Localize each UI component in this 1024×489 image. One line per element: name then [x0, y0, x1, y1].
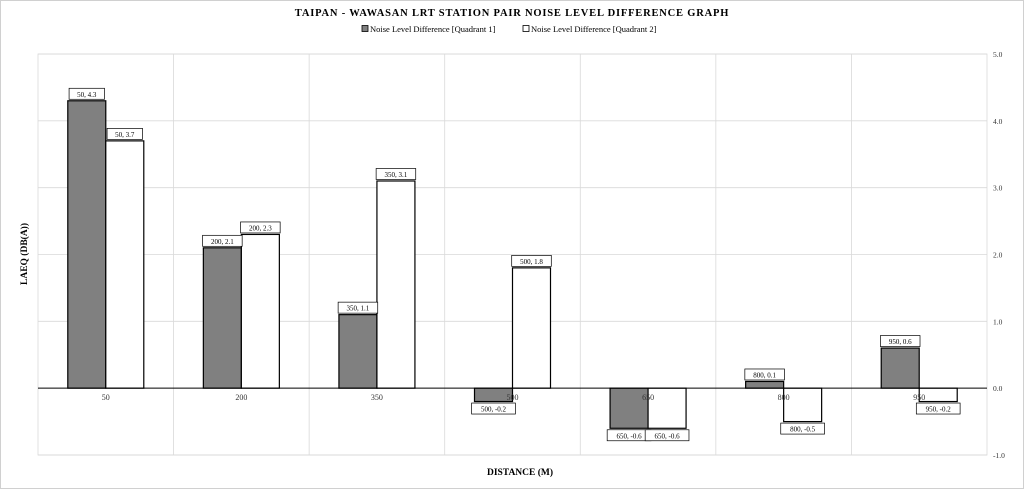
data-label: 500, -0.2 [481, 406, 507, 414]
data-label: 200, 2.1 [211, 238, 234, 246]
y-tick-label: 5.0 [993, 50, 1003, 59]
legend-label-quadrant-2: Noise Level Difference [Quadrant 2] [531, 24, 657, 34]
data-label-box [68, 87, 105, 100]
bar-quadrant-1 [338, 314, 378, 389]
x-tick-label: 200 [235, 393, 247, 402]
data-label-box [915, 402, 961, 415]
data-label: 350, 1.1 [347, 305, 370, 313]
bar-quadrant-1 [202, 247, 242, 389]
data-label-box [880, 335, 921, 347]
y-tick-label: -1.0 [993, 451, 1005, 460]
data-label-box [337, 301, 379, 314]
data-label: 350, 3.1 [385, 171, 408, 179]
legend-label-quadrant-1: Noise Level Difference [Quadrant 1] [370, 24, 496, 34]
data-label-box [106, 128, 143, 140]
data-label-box [744, 368, 785, 381]
y-axis-label: LAEQ (DB(A)) [19, 223, 30, 285]
bar-quadrant-2 [240, 233, 280, 389]
x-tick-label: 950 [913, 393, 925, 402]
data-label-box [240, 221, 281, 234]
x-tick-label: 50 [102, 393, 110, 402]
data-label: 200, 2.3 [249, 224, 272, 232]
data-label-box [471, 402, 516, 415]
y-tick-label: 0.0 [993, 384, 1003, 393]
data-label: 800, -0.5 [790, 426, 816, 434]
data-label: 50, 4.3 [77, 91, 97, 99]
data-label: 950, -0.2 [926, 406, 952, 414]
legend: Noise Level Difference [Quadrant 1] Nois… [361, 24, 657, 34]
chart-title: TAIPAN - WAWASAN LRT STATION PAIR NOISE … [295, 8, 729, 19]
x-axis-label: DISTANCE (M) [487, 467, 553, 478]
y-tick-label: 1.0 [993, 317, 1003, 326]
legend-swatch-quadrant-2 [522, 25, 530, 32]
legend-swatch-quadrant-1 [361, 25, 369, 32]
data-label: 650, -0.6 [617, 432, 643, 440]
x-tick-label: 800 [778, 393, 790, 402]
data-label: 650, -0.6 [655, 432, 681, 440]
bar-quadrant-2 [105, 140, 145, 389]
data-label: 50, 3.7 [115, 131, 135, 139]
bar-quadrant-1 [880, 347, 920, 389]
bar-quadrant-1 [67, 100, 107, 389]
data-label: 800, 0.1 [753, 371, 776, 379]
bar-quadrant-1 [745, 380, 785, 389]
bar-quadrant-2 [376, 180, 416, 389]
x-tick-label: 350 [371, 393, 383, 402]
y-tick-label: 4.0 [993, 117, 1003, 126]
plot-area: -1.0 0.0 1.0 2.0 3.0 4.0 5.0 50 200 350 500 650 800 9… [37, 50, 1005, 460]
bar-quadrant-2 [783, 387, 823, 423]
bar-quadrant-2 [511, 267, 552, 389]
x-tick-label: 500 [507, 393, 519, 402]
y-tick-label: 2.0 [993, 251, 1003, 260]
data-label-box [375, 168, 417, 180]
y-tick-label: 3.0 [993, 184, 1003, 193]
data-label-box [780, 422, 825, 435]
plot-border [37, 53, 988, 456]
data-label-box [202, 234, 243, 247]
data-label: 950, 0.6 [889, 338, 912, 346]
x-tick-label: 650 [642, 393, 654, 402]
data-label-box [511, 255, 552, 267]
data-label: 500, 1.8 [520, 258, 543, 266]
data-label-box [644, 429, 690, 442]
